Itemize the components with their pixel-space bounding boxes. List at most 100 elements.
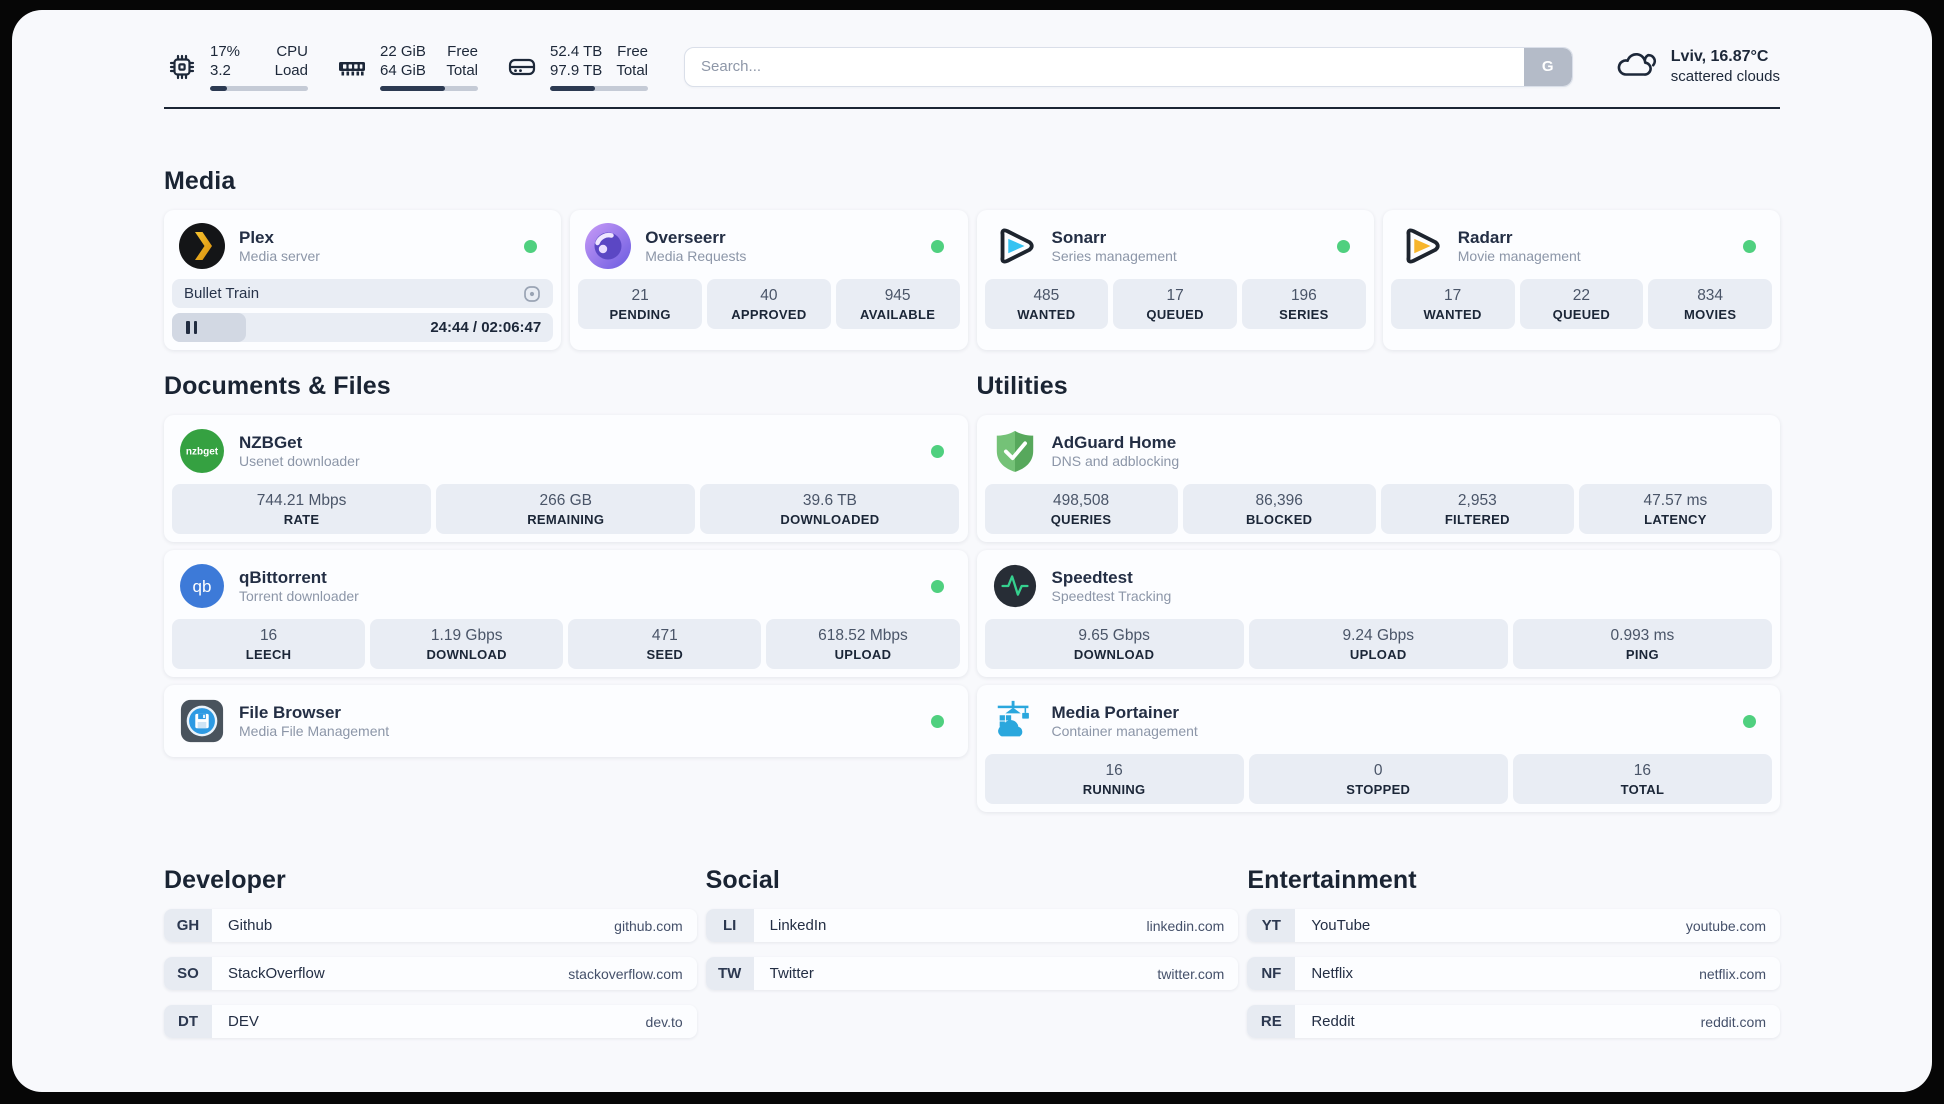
cpu-percent: 17% [210, 43, 241, 60]
app-card-sonarr[interactable]: Sonarr Series management 485 WANTED 17 QUE… [976, 210, 1374, 351]
stat-ping: 0.993 ms PING [1512, 619, 1772, 670]
sonarr-icon [991, 222, 1039, 270]
link-youtube[interactable]: YT YouTube youtube.com [1247, 909, 1780, 943]
link-badge: SO [164, 957, 212, 991]
section-title-developer: Developer [164, 866, 286, 895]
stat-running: 16 RUNNING [984, 754, 1244, 805]
app-description: Media server [239, 248, 320, 265]
link-badge: LI [705, 909, 754, 943]
app-description: Series management [1051, 248, 1177, 265]
storage-progress-bar [550, 86, 648, 92]
app-card-overseerr[interactable]: Overseerr Media Requests 21 PENDING 40 APP… [570, 210, 968, 351]
stat-downloaded: 39.6 TB DOWNLOADED [700, 484, 960, 535]
link-twitter[interactable]: TW Twitter twitter.com [705, 957, 1239, 991]
link-linkedin[interactable]: LI LinkedIn linkedin.com [705, 909, 1239, 943]
app-card-file-browser[interactable]: File Browser Media File Management [164, 685, 968, 758]
app-name: NZBGet [239, 433, 303, 452]
app-card-radarr[interactable]: Radarr Movie management 17 WANTED 22 QUEUE… [1382, 210, 1780, 351]
playback-time: 24:44 / 02:06:47 [430, 319, 542, 337]
svg-text:nzbget: nzbget [186, 447, 219, 458]
cpu-label: CPU [276, 43, 308, 60]
search-engine-button[interactable]: G [1523, 47, 1572, 86]
stat-movies: 834 MOVIES [1648, 279, 1772, 330]
stat-upload: 618.52 Mbps UPLOAD [766, 619, 960, 670]
stat-total: 16 TOTAL [1512, 754, 1772, 805]
link-netflix[interactable]: NF Netflix netflix.com [1247, 957, 1780, 991]
stat-filtered: 2,953 FILTERED [1380, 484, 1574, 535]
stat-queued: 22 QUEUED [1519, 279, 1644, 330]
memory-total-value: 64 GiB [380, 62, 426, 80]
app-card-media-portainer[interactable]: Media Portainer Container management 16 R… [976, 685, 1780, 813]
nzbget-icon: nzbget [178, 427, 226, 475]
storage-total-label: Total [616, 62, 648, 80]
storage-total-value: 97.9 TB [550, 62, 603, 80]
storage-free-label: Free [617, 43, 648, 60]
stat-upload: 9.24 Gbps UPLOAD [1248, 619, 1508, 670]
now-playing-title: Bullet Train [184, 285, 260, 303]
link-badge: NF [1247, 957, 1296, 991]
ram-icon [334, 49, 370, 85]
app-name: File Browser [239, 703, 342, 722]
app-name: qBittorrent [239, 568, 327, 587]
status-online-dot [930, 714, 944, 728]
stat-leech: 16 LEECH [172, 619, 366, 670]
app-description: Torrent downloader [239, 588, 359, 605]
stat-rate: 744.21 Mbps RATE [172, 484, 432, 535]
svg-text:qb: qb [193, 577, 212, 596]
app-card-adguard-home[interactable]: AdGuard Home DNS and adblocking 498,508 Q… [976, 415, 1780, 543]
header-divider [164, 107, 1780, 110]
scattered-clouds-icon [1615, 45, 1659, 88]
pause-icon[interactable] [186, 321, 197, 335]
playback-progress-fill [172, 313, 247, 343]
stat-queries: 498,508 QUERIES [984, 484, 1178, 535]
media-cards: Plex Media server Bullet Train 24:44 / 0… [164, 210, 1780, 351]
hard-drive-icon [504, 49, 540, 85]
stat-remaining: 266 GB REMAINING [436, 484, 696, 535]
link-reddit[interactable]: RE Reddit reddit.com [1247, 1005, 1780, 1039]
link-github[interactable]: GH Github github.com [164, 909, 697, 943]
app-description: Speedtest Tracking [1051, 588, 1172, 605]
status-online-dot [524, 239, 538, 253]
stat-stopped: 0 STOPPED [1248, 754, 1508, 805]
section-title-utilities: Utilities [976, 372, 1068, 401]
link-group-entertainment: Entertainment YT YouTube youtube.com NF … [1247, 866, 1780, 1039]
app-name: Overseerr [645, 228, 726, 247]
qbittorrent-icon: qb [178, 562, 226, 610]
file-browser-icon [178, 697, 226, 745]
section-title-social: Social [705, 866, 780, 895]
now-playing-row: Bullet Train [172, 279, 554, 309]
status-online-dot [1336, 239, 1350, 253]
memory-metric: 22 GiB 64 GiB Free Total [334, 42, 478, 92]
weather-widget[interactable]: Lviv, 16.87°C scattered clouds [1615, 45, 1780, 88]
app-description: DNS and adblocking [1051, 453, 1180, 470]
app-card-qbittorrent[interactable]: qb qBittorrent Torrent downloader 16 LEEC… [164, 550, 968, 678]
cpu-load-value: 3.2 [210, 62, 231, 80]
storage-metric: 52.4 TB 97.9 TB Free Total [504, 42, 648, 92]
stat-available: 945 AVAILABLE [835, 279, 960, 330]
app-name: Radarr [1457, 228, 1513, 247]
stat-download: 1.19 Gbps DOWNLOAD [370, 619, 564, 670]
app-card-nzbget[interactable]: nzbget NZBGet Usenet downloader 744.21 M… [164, 415, 968, 543]
stat-wanted: 17 WANTED [1390, 279, 1515, 330]
app-description: Movie management [1457, 248, 1581, 265]
app-name: Speedtest [1051, 568, 1133, 587]
link-badge: TW [705, 957, 754, 991]
app-name: AdGuard Home [1051, 433, 1177, 452]
memory-free-value: 22 GiB [380, 43, 426, 60]
app-description: Container management [1051, 723, 1198, 740]
link-group-social: Social LI LinkedIn linkedin.com TW Twitt… [705, 866, 1239, 1038]
playback-progress-row: 24:44 / 02:06:47 [172, 313, 554, 343]
app-description: Media File Management [239, 723, 390, 740]
link-dev[interactable]: DT DEV dev.to [164, 1005, 697, 1039]
app-card-plex[interactable]: Plex Media server Bullet Train 24:44 / 0… [164, 210, 562, 351]
link-badge: RE [1247, 1005, 1296, 1039]
cpu-load-label: Load [274, 62, 308, 80]
stat-blocked: 86,396 BLOCKED [1182, 484, 1376, 535]
search-bar: G [684, 46, 1573, 87]
stat-pending: 21 PENDING [578, 279, 702, 330]
overseerr-icon [584, 222, 632, 270]
search-input[interactable] [685, 47, 1524, 86]
link-stackoverflow[interactable]: SO StackOverflow stackoverflow.com [164, 957, 697, 991]
app-card-speedtest[interactable]: Speedtest Speedtest Tracking 9.65 Gbps DO… [976, 550, 1780, 678]
status-online-dot [1743, 714, 1756, 728]
